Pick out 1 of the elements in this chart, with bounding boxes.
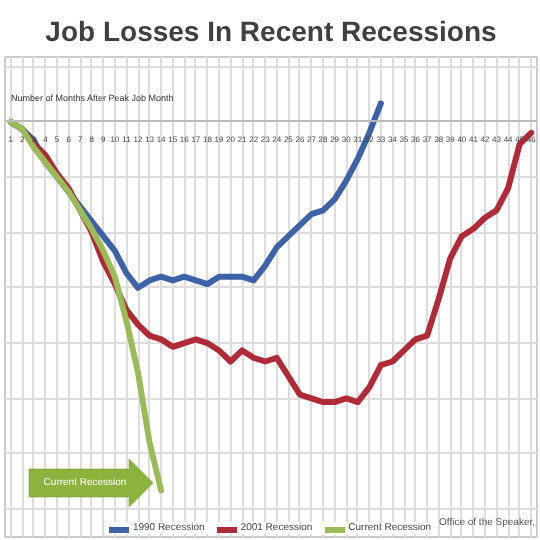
chart-title: Job Losses In Recent Recessions <box>45 15 498 47</box>
